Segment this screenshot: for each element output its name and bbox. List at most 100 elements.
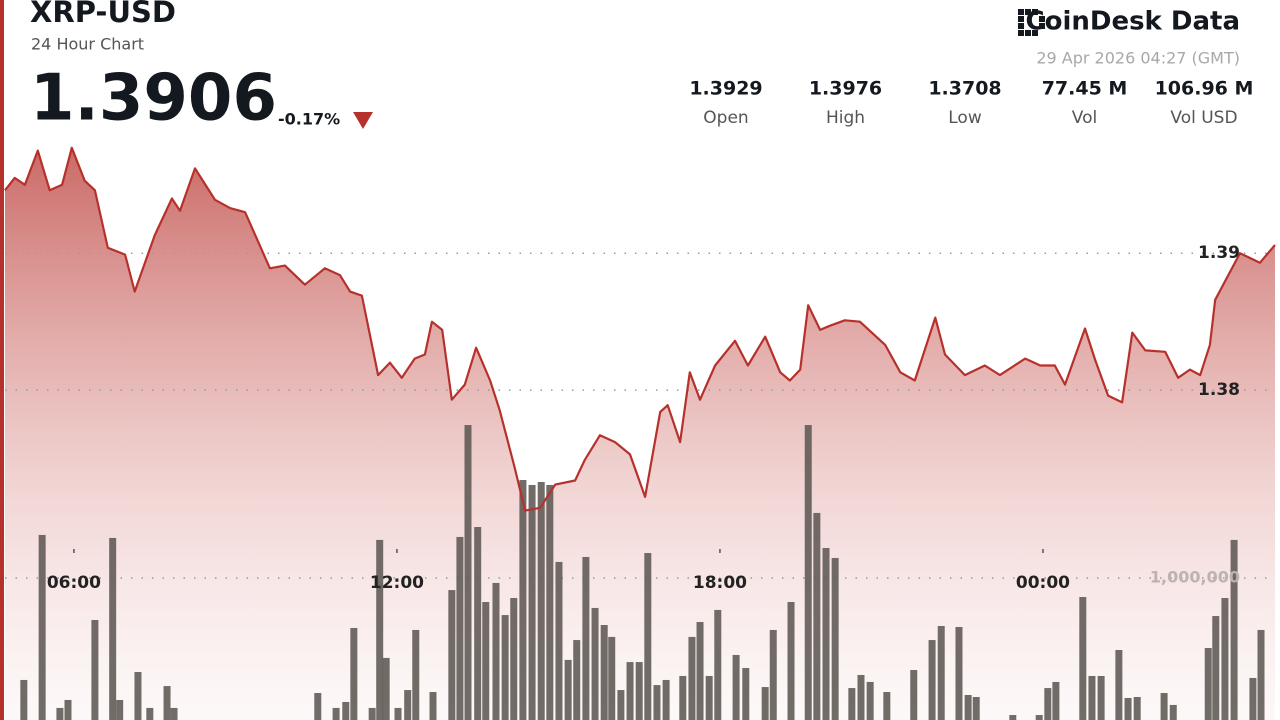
volume-bar xyxy=(928,640,936,720)
volume-bar xyxy=(653,685,661,720)
volume-bar xyxy=(866,681,874,720)
volume-bar xyxy=(1160,693,1168,720)
volume-bar xyxy=(617,690,625,720)
volume-bar xyxy=(787,601,795,720)
volume-bar xyxy=(528,484,536,720)
volume-bar xyxy=(831,557,839,720)
volume-bar xyxy=(448,590,456,720)
x-tick-label: 06:00 xyxy=(47,573,101,593)
accent-bar xyxy=(0,0,4,720)
volume-bar xyxy=(38,534,46,720)
volume-bar xyxy=(412,629,420,720)
volume-bar xyxy=(705,675,713,720)
volume-bar xyxy=(937,625,945,720)
price: 1.3906 xyxy=(30,62,277,136)
volume-bar xyxy=(662,679,670,720)
volume-bar xyxy=(376,539,384,720)
volume-bar xyxy=(1052,681,1060,720)
volume-bar xyxy=(20,679,28,720)
volume-bar xyxy=(696,622,704,720)
volume-bar xyxy=(679,675,687,720)
volume-bar xyxy=(501,615,509,720)
volume-bar xyxy=(972,696,980,720)
volume-bar xyxy=(56,707,64,720)
volume-bar xyxy=(714,609,722,720)
volume-bar xyxy=(742,668,750,720)
volume-bar xyxy=(688,636,696,720)
volume-bar xyxy=(813,512,821,720)
volume-bar xyxy=(456,536,464,720)
volume-bar xyxy=(350,627,358,720)
timestamp: 29 Apr 2026 04:27 (GMT) xyxy=(1036,49,1240,68)
price-area xyxy=(5,147,1275,720)
stats: 1.3929 Open 1.3976 High 1.3708 Low 77.45 M Vol 1… xyxy=(689,78,1253,129)
volume-bar xyxy=(1088,675,1096,720)
volume-bar xyxy=(1257,629,1265,720)
stat-value: 77.45 M xyxy=(1042,78,1128,100)
volume-bar xyxy=(1169,704,1177,720)
y-tick-label: 1.38 xyxy=(1198,380,1240,400)
volume-bar xyxy=(109,537,117,720)
volume-bar xyxy=(732,654,740,720)
area-layer xyxy=(5,147,1275,720)
stat-value: 1.3708 xyxy=(928,78,1001,100)
volume-bar xyxy=(564,659,572,720)
volume-bar xyxy=(761,687,769,720)
volume-bar xyxy=(116,699,124,720)
volume-bar xyxy=(382,657,390,720)
volume-bar xyxy=(1124,697,1132,720)
volume-bar xyxy=(964,695,972,720)
volume-bar xyxy=(1249,677,1257,720)
x-tick-label: 12:00 xyxy=(370,573,424,593)
y2-tick-label: 1,000,000 xyxy=(1150,567,1240,586)
label-layer: 1.38 1.39 1,000,000 06:00 12:00 18:00 00:00 xyxy=(47,243,1240,593)
volume-bar xyxy=(1133,696,1141,720)
volume-bar xyxy=(64,699,72,720)
subtitle: 24 Hour Chart xyxy=(31,35,144,54)
volume-bar xyxy=(555,561,563,720)
volume-bar xyxy=(635,662,643,720)
line-layer xyxy=(4,146,1276,512)
volume-bar xyxy=(170,707,178,720)
volume-bar xyxy=(1204,648,1212,720)
plot-area: 1.38 1.39 1,000,000 06:00 12:00 18:00 00:00 xyxy=(4,146,1276,720)
volume-bar xyxy=(955,626,963,720)
stat-label: High xyxy=(826,108,865,128)
volume-bar xyxy=(608,636,616,720)
volume-bar xyxy=(591,607,599,720)
volume-bar xyxy=(474,527,482,720)
volume-bar xyxy=(644,552,652,720)
volume-bar xyxy=(482,601,490,720)
volume-bar xyxy=(1009,715,1017,720)
volume-bar xyxy=(1044,688,1052,720)
volume-bar xyxy=(91,620,99,720)
volume-bar xyxy=(492,582,500,720)
change: -0.17% xyxy=(278,110,340,129)
volume-bar xyxy=(464,425,472,720)
x-tick-label: 00:00 xyxy=(1016,573,1070,593)
volume-bar xyxy=(573,640,581,720)
volume-bar xyxy=(342,701,350,720)
volume-bar xyxy=(429,692,437,720)
volume-bar xyxy=(404,690,412,720)
volume-bar xyxy=(314,693,322,720)
title: XRP-USD xyxy=(30,0,176,29)
volume-bar xyxy=(1097,675,1105,720)
volume-bar xyxy=(163,686,171,720)
header: XRP-USD 24 Hour Chart 1.3906 -0.17% Coin… xyxy=(30,0,1253,136)
volume-bar xyxy=(146,707,154,720)
grid-layer xyxy=(5,252,1275,579)
bar-layer xyxy=(20,425,1265,720)
volume-bar xyxy=(910,670,918,720)
volume-bar xyxy=(1115,649,1123,720)
volume-bar xyxy=(883,692,891,720)
volume-bar xyxy=(519,480,527,720)
volume-bar xyxy=(394,707,402,720)
down-arrow xyxy=(353,112,373,129)
volume-bar xyxy=(857,674,865,720)
x-tick-label: 18:00 xyxy=(693,573,747,593)
stat-label: Open xyxy=(703,108,748,128)
stat-value: 1.3929 xyxy=(689,78,762,100)
